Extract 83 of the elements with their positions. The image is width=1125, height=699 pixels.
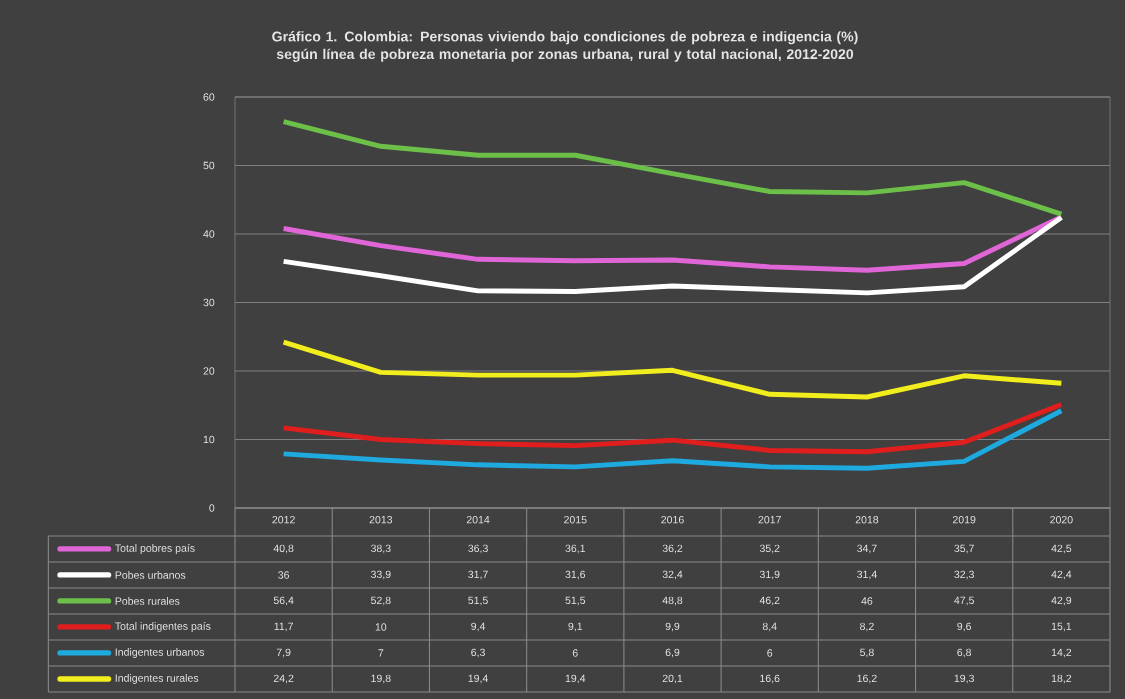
data-label: 31,7 [468,570,488,580]
data-label: 8,4 [762,622,777,632]
y-tick-label: 30 [203,298,215,307]
data-label: 7,9 [276,648,291,658]
data-label: 36,3 [468,544,488,554]
data-label: 35,2 [759,544,780,554]
data-label: 42,4 [1051,570,1072,580]
data-label: 9,6 [957,622,972,632]
legend-label: Total pobres país [115,544,195,554]
data-label: 24,2 [273,674,294,684]
line-series [281,119,1064,217]
x-tick-label: 2014 [466,515,490,524]
data-label: 46,2 [759,596,780,606]
data-label: 16,6 [760,674,780,684]
chart-title: Gráfico 1. Colombia: Personas viviendo bajo condiciones de pobreza e indigencia (%) según línea de pobreza monetaria por zonas urbana, rural y total nacional, 2012-2020 [272,31,858,62]
data-label: 33,9 [370,570,391,580]
data-label: 51,5 [565,596,586,606]
data-label: 42,9 [1051,596,1072,606]
data-label: 15,1 [1051,622,1072,632]
data-label: 32,4 [662,570,683,580]
x-tick-label: 2016 [661,515,684,524]
x-tick-label: 2013 [369,515,393,524]
y-tick-label: 10 [203,435,215,444]
data-label: 36,2 [662,544,683,554]
y-tick-label: 0 [209,504,215,512]
data-label: 32,3 [954,570,974,580]
data-label: 40,8 [273,544,294,554]
x-tick-label: 2012 [272,515,295,524]
x-tick-label: 2017 [758,515,781,524]
legend-label: Total indigentes país [115,622,211,632]
data-label: 56,4 [273,596,294,606]
data-label: 19,8 [371,674,391,684]
data-label: 9,9 [665,622,680,632]
data-label: 31,6 [565,570,586,580]
line-series [281,402,1064,455]
data-label: 52,8 [370,596,391,606]
data-label: 31,9 [759,570,780,580]
data-label: 38,3 [370,544,391,554]
data-label: 18,2 [1051,674,1072,684]
data-label: 51,5 [468,596,488,606]
data-label: 11,7 [274,622,293,632]
data-label: 16,2 [857,674,877,684]
data-label: 46 [861,597,873,605]
y-tick-label: 40 [203,230,215,238]
data-label: 6 [572,649,578,657]
data-label: 5,8 [860,648,874,658]
data-label: 36 [278,571,290,579]
y-tick-label: 60 [203,93,215,101]
data-label: 6 [767,649,773,657]
data-label: 14,2 [1051,648,1072,658]
data-label: 7 [378,649,384,657]
line-series [281,215,1064,296]
data-label: 6,9 [665,648,680,658]
data-label: 19,3 [954,674,974,684]
y-tick-label: 50 [203,161,215,170]
data-label: 31,4 [857,570,877,580]
data-label: 36,1 [565,544,586,554]
x-tick-label: 2020 [1050,515,1073,524]
data-label: 9,4 [471,622,486,632]
x-tick-label: 2018 [855,515,879,524]
data-label: 10 [375,623,387,631]
data-label: 8,2 [860,622,874,632]
data-label: 6,3 [471,648,485,658]
line-series [281,214,1064,273]
legend-label: Pobes urbanos [115,571,186,579]
line-series [281,408,1064,471]
x-tick-label: 2015 [564,515,587,524]
line-series [281,339,1064,400]
x-tick-label: 2019 [952,515,976,524]
legend-label: Pobes rurales [115,597,180,605]
data-label: 34,7 [857,544,877,554]
data-label: 19,4 [468,674,489,684]
data-label: 42,5 [1051,544,1072,554]
data-label: 47,5 [954,596,974,606]
data-label: 19,4 [565,674,586,684]
legend-label: Indigentes rurales [115,674,199,684]
data-label: 35,7 [954,544,974,554]
y-tick-label: 20 [203,367,215,375]
data-label: 20,1 [662,674,683,684]
legend-label: Indigentes urbanos [115,648,205,658]
data-label: 9,1 [568,622,583,632]
data-label: 6,8 [957,648,972,658]
data-label: 48,8 [662,596,683,606]
